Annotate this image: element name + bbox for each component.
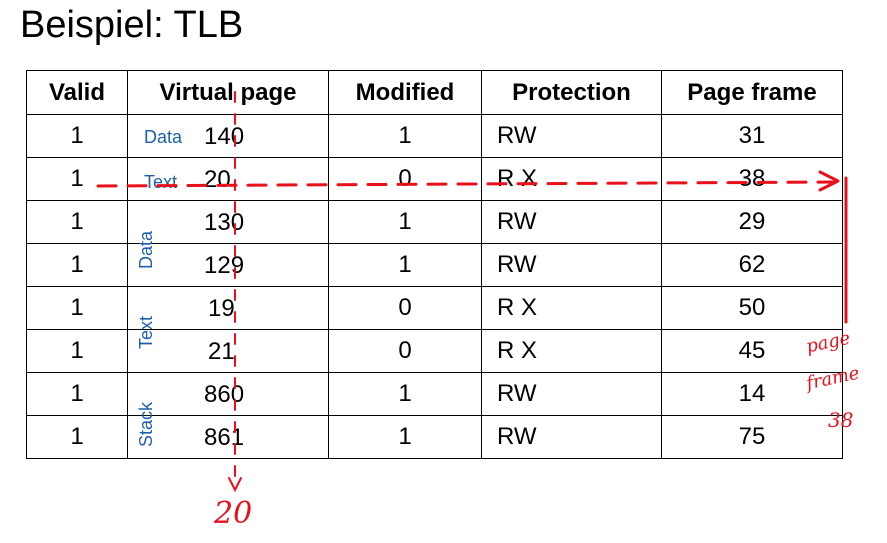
table-header-row: Valid Virtual page Modified Protection P… (26, 70, 843, 115)
cell-virtual-page: Text 20 (127, 157, 329, 201)
cell-protection: RW (481, 372, 662, 416)
table-row: 1 Data 140 1 RW 31 (26, 114, 843, 158)
cell-protection: RW (481, 415, 662, 459)
cell-valid: 1 (26, 243, 128, 287)
handwritten-note-line3: 38 (828, 408, 854, 432)
cell-protection: R X (481, 329, 662, 373)
cell-page-frame: 75 (661, 415, 843, 459)
table-row: 1 Data 130 1 RW 29 (26, 200, 843, 269)
cell-valid: 1 (26, 372, 128, 416)
cell-modified: 0 (328, 157, 482, 201)
cell-page-frame: 38 (661, 157, 843, 201)
cell-protection: R X (481, 157, 662, 201)
cell-protection: RW (481, 243, 662, 287)
cell-valid: 1 (26, 286, 128, 330)
segment-label-data: Data (144, 127, 183, 147)
header-page-frame: Page frame (661, 70, 843, 115)
cell-protection: RW (481, 200, 662, 244)
cell-valid: 1 (26, 200, 128, 244)
virtual-page-number: 21 (208, 338, 235, 365)
virtual-page-number: 129 (204, 252, 245, 279)
cell-modified: 1 (328, 200, 482, 244)
cell-virtual-page: Data 130 (127, 200, 329, 269)
table-row: 1 21 0 R X 45 (26, 329, 843, 373)
cell-virtual-page: Text 19 (127, 286, 329, 349)
tlb-table: Valid Virtual page Modified Protection P… (26, 70, 843, 459)
virtual-page-number: 860 (204, 381, 245, 408)
table-row: 1 Text 20 0 R X 38 (26, 157, 843, 201)
cell-virtual-page: 21 (127, 329, 329, 373)
cell-modified: 1 (328, 415, 482, 459)
cell-modified: 1 (328, 372, 482, 416)
cell-valid: 1 (26, 329, 128, 373)
cell-valid: 1 (26, 114, 128, 158)
header-valid: Valid (26, 70, 128, 115)
cell-page-frame: 50 (661, 286, 843, 330)
table-row: 1 129 1 RW 62 (26, 243, 843, 287)
cell-virtual-page: 861 (127, 415, 329, 459)
page-title: Beispiel: TLB (20, 4, 244, 46)
handwritten-number: 20 (214, 496, 253, 531)
cell-modified: 1 (328, 114, 482, 158)
cell-protection: R X (481, 286, 662, 330)
cell-modified: 1 (328, 243, 482, 287)
cell-page-frame: 45 (661, 329, 843, 373)
down-arrow-head (228, 477, 242, 493)
table-row: 1 Text 19 0 R X 50 (26, 286, 843, 349)
cell-page-frame: 14 (661, 372, 843, 416)
header-modified: Modified (328, 70, 482, 115)
virtual-page-number: 861 (204, 424, 245, 451)
cell-virtual-page: Data 140 (127, 114, 329, 158)
table-row: 1 Stack 860 1 RW 14 (26, 372, 843, 447)
virtual-page-number: 20 (204, 166, 231, 193)
cell-protection: RW (481, 114, 662, 158)
cell-page-frame: 29 (661, 200, 843, 244)
cell-valid: 1 (26, 415, 128, 459)
cell-virtual-page: Stack 860 (127, 372, 329, 447)
header-protection: Protection (481, 70, 662, 115)
cell-page-frame: 31 (661, 114, 843, 158)
cell-modified: 0 (328, 286, 482, 330)
cell-virtual-page: 129 (127, 243, 329, 287)
segment-label-text: Text (144, 172, 178, 192)
cell-modified: 0 (328, 329, 482, 373)
cell-valid: 1 (26, 157, 128, 201)
virtual-page-number: 140 (204, 123, 245, 150)
virtual-page-number: 19 (208, 295, 235, 322)
table-row: 1 861 1 RW 75 (26, 415, 843, 459)
header-virtual-page: Virtual page (127, 70, 329, 115)
virtual-page-number: 130 (204, 209, 245, 236)
cell-page-frame: 62 (661, 243, 843, 287)
